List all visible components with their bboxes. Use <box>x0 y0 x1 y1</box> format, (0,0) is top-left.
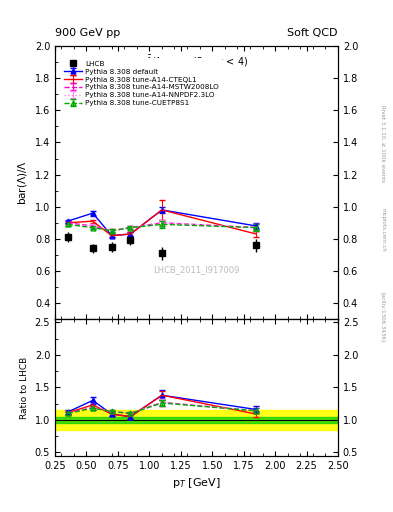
Text: Rivet 3.1.10, ≥ 100k events: Rivet 3.1.10, ≥ 100k events <box>381 105 386 182</box>
Text: mcplots.cern.ch: mcplots.cern.ch <box>381 208 386 252</box>
Text: LHCB_2011_I917009: LHCB_2011_I917009 <box>153 266 240 274</box>
X-axis label: p$_{T}$ [GeV]: p$_{T}$ [GeV] <box>172 476 221 490</box>
Text: $\bar{\Lambda}/\Lambda$ vs p$_{T}$ (2 < y < 4): $\bar{\Lambda}/\Lambda$ vs p$_{T}$ (2 < … <box>145 54 248 70</box>
Y-axis label: bar($\Lambda$)/$\Lambda$: bar($\Lambda$)/$\Lambda$ <box>16 160 29 205</box>
Y-axis label: Ratio to LHCB: Ratio to LHCB <box>20 356 29 418</box>
Legend: LHCB, Pythia 8.308 default, Pythia 8.308 tune-A14-CTEQL1, Pythia 8.308 tune-A14-: LHCB, Pythia 8.308 default, Pythia 8.308… <box>61 58 222 109</box>
Text: [arXiv:1306.3436]: [arXiv:1306.3436] <box>381 292 386 343</box>
Text: Soft QCD: Soft QCD <box>288 28 338 38</box>
Text: 900 GeV pp: 900 GeV pp <box>55 28 120 38</box>
